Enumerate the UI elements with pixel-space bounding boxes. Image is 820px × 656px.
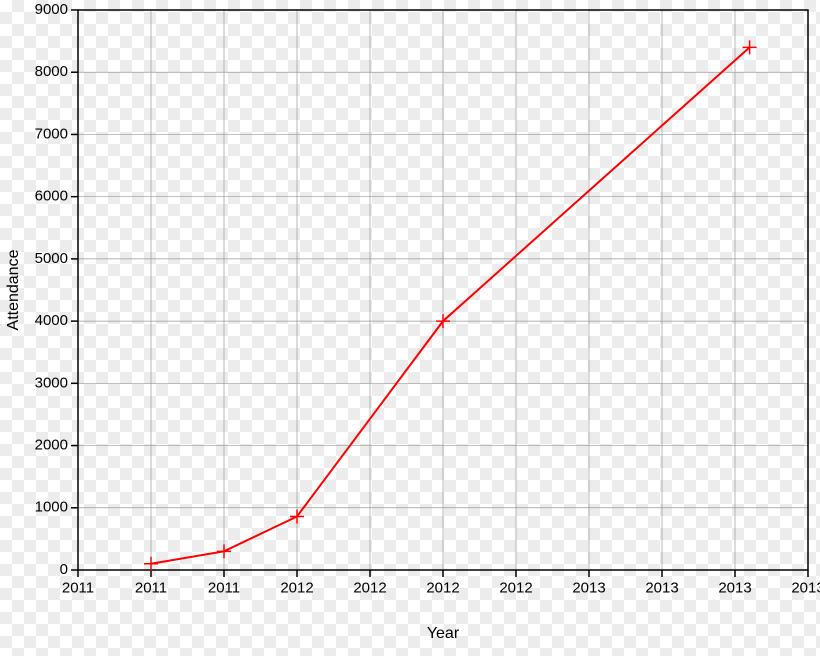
y-tick-label: 9000 bbox=[35, 1, 68, 18]
x-tick-label: 2013 bbox=[645, 579, 678, 596]
x-tick-label: 2013 bbox=[718, 579, 751, 596]
data-marker bbox=[217, 544, 231, 558]
x-tick-label: 2012 bbox=[499, 579, 532, 596]
x-axis-label: Year bbox=[427, 625, 460, 642]
y-tick-label: 3000 bbox=[35, 374, 68, 391]
x-tick-label: 2013 bbox=[791, 579, 820, 596]
x-tick-label: 2012 bbox=[353, 579, 386, 596]
attendance-line-chart: 2011 2011 2011 2012 2012 2012 2012 2013 2013 2013… bbox=[0, 0, 820, 656]
y-tick-label: 7000 bbox=[35, 125, 68, 142]
chart-container: 2011 2011 2011 2012 2012 2012 2012 2013 2013 2013… bbox=[0, 0, 820, 656]
y-tick-label: 8000 bbox=[35, 63, 68, 80]
x-tick-label: 2012 bbox=[280, 579, 313, 596]
x-tick-label: 2012 bbox=[426, 579, 459, 596]
y-tick-label: 2000 bbox=[35, 437, 68, 454]
x-tick-label: 2011 bbox=[208, 579, 240, 596]
y-tick-label: 4000 bbox=[35, 312, 68, 329]
y-tick-label: 1000 bbox=[35, 499, 68, 516]
data-marker bbox=[144, 557, 158, 571]
y-tick-label: 0 bbox=[60, 561, 68, 578]
y-tick-label: 6000 bbox=[35, 188, 68, 205]
x-tick-label: 2011 bbox=[62, 579, 94, 596]
x-tick-label: 2013 bbox=[572, 579, 605, 596]
y-tick-label: 5000 bbox=[35, 250, 68, 267]
y-axis-label: Attendance bbox=[5, 249, 22, 330]
data-line bbox=[151, 47, 750, 563]
x-tick-label: 2011 bbox=[135, 579, 167, 596]
